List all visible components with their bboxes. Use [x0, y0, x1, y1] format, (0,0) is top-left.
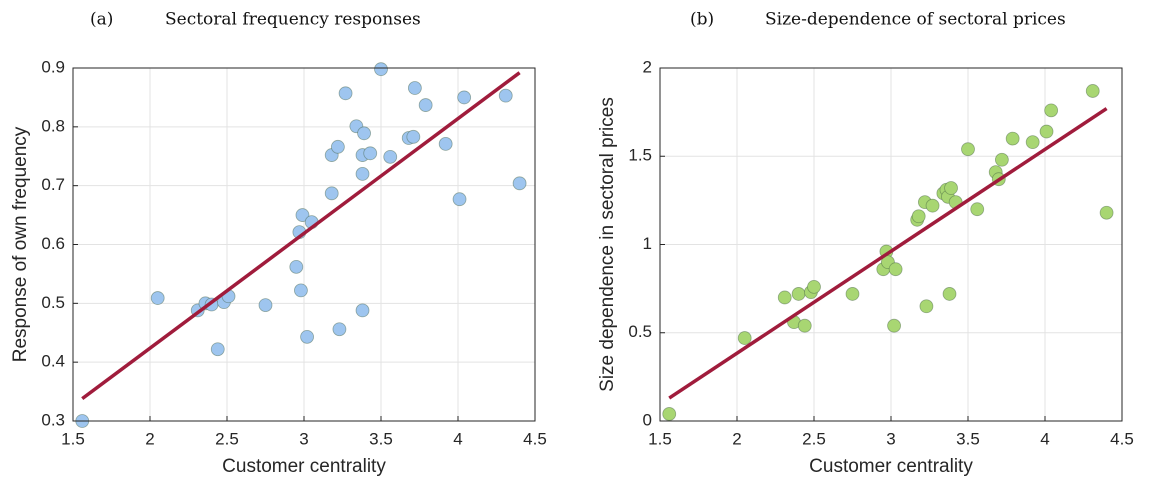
- fit-line: [81, 71, 521, 401]
- scatter-point: [498, 88, 513, 103]
- scatter-point: [1085, 84, 1100, 98]
- panel-label: (a): [90, 10, 113, 30]
- x-axis-label: Customer centrality: [809, 456, 973, 477]
- scatter-point: [1044, 103, 1059, 118]
- scatter-point: [1039, 124, 1054, 139]
- scatter-point: [807, 279, 821, 294]
- scatter-point: [330, 139, 345, 154]
- x-tick-label: 3.5: [369, 429, 393, 448]
- scatter-point: [919, 299, 934, 314]
- scatter-point: [383, 149, 398, 164]
- scatter-point: [944, 181, 958, 195]
- x-tick-label: 1.5: [61, 429, 85, 448]
- scatter-point: [994, 152, 1009, 167]
- axes-box: [72, 67, 536, 422]
- x-tick-label: 3.5: [956, 429, 980, 448]
- y-tick-label: 0.3: [41, 410, 65, 429]
- x-tick-label: 4.5: [523, 429, 547, 448]
- x-tick-label: 3: [299, 429, 308, 448]
- chart-title: Size-dependence of sectoral prices: [765, 10, 1066, 30]
- scatter-point: [289, 259, 304, 274]
- y-tick-label: 2: [643, 57, 652, 76]
- x-tick-label: 4.5: [1110, 429, 1134, 448]
- scatter-point: [150, 291, 165, 305]
- scatter-point: [887, 318, 901, 333]
- scatter-point: [338, 86, 353, 101]
- scatter-point: [355, 303, 370, 318]
- y-tick-label: 0.5: [628, 322, 652, 341]
- scatter-point: [374, 62, 388, 77]
- scatter-point: [295, 208, 310, 222]
- y-tick-label: 0.4: [41, 352, 65, 371]
- fit-line: [668, 107, 1108, 400]
- scatter-point: [457, 90, 472, 105]
- y-tick-label: 0.7: [41, 175, 65, 194]
- x-tick-label: 2: [145, 429, 154, 448]
- scatter-point: [363, 146, 378, 161]
- x-tick-label: 2: [732, 429, 741, 448]
- scatter-point: [845, 287, 860, 301]
- y-axis-label: Response of own frequency: [10, 126, 31, 362]
- scatter-point: [332, 322, 347, 337]
- x-tick-label: 2.5: [802, 429, 826, 448]
- scatter-point: [970, 202, 985, 217]
- scatter-point: [407, 81, 422, 95]
- scatter-point: [1025, 135, 1040, 150]
- scatter-point: [1099, 205, 1114, 220]
- scatter-point: [942, 287, 957, 301]
- scatter-point: [300, 329, 314, 344]
- scatter-point: [1005, 131, 1020, 146]
- scatter-point: [418, 98, 433, 112]
- scatter-point: [294, 283, 308, 298]
- scatter-point: [791, 287, 806, 301]
- x-tick-label: 1.5: [648, 429, 672, 448]
- y-axis-label: Size dependence in sectoral prices: [597, 97, 618, 392]
- scatter-point: [662, 407, 677, 421]
- scatter-point: [925, 198, 940, 213]
- scatter-point: [777, 290, 792, 305]
- scatter-point: [911, 209, 926, 224]
- scatter-point: [258, 298, 273, 312]
- y-tick-label: 0.9: [41, 57, 65, 76]
- scatter-point: [888, 262, 903, 277]
- y-tick-label: 0.5: [41, 293, 65, 312]
- scatter-point: [357, 126, 371, 141]
- x-tick-label: 4: [1040, 429, 1049, 448]
- chart-title: Sectoral frequency responses: [165, 10, 421, 30]
- scatter-point: [406, 129, 421, 144]
- scatter-point: [737, 331, 752, 345]
- x-tick-label: 3: [886, 429, 895, 448]
- scatter-point: [452, 192, 467, 207]
- y-tick-label: 1.5: [628, 146, 652, 165]
- scatter-point: [961, 142, 975, 157]
- x-tick-label: 2.5: [215, 429, 239, 448]
- scatter-point: [797, 318, 812, 333]
- x-tick-label: 4: [453, 429, 462, 448]
- scatter-point: [210, 342, 225, 357]
- y-tick-label: 0: [643, 410, 652, 429]
- scatter-point: [355, 166, 370, 181]
- scatter-point: [438, 136, 453, 151]
- axes-box: [659, 67, 1123, 422]
- scatter-point: [324, 186, 339, 201]
- x-axis-label: Customer centrality: [222, 456, 386, 477]
- scatter-point: [512, 176, 527, 191]
- panel-label: (b): [690, 10, 714, 30]
- y-tick-label: 0.8: [41, 116, 65, 135]
- y-tick-label: 0.6: [41, 234, 65, 253]
- y-tick-label: 1: [643, 234, 652, 253]
